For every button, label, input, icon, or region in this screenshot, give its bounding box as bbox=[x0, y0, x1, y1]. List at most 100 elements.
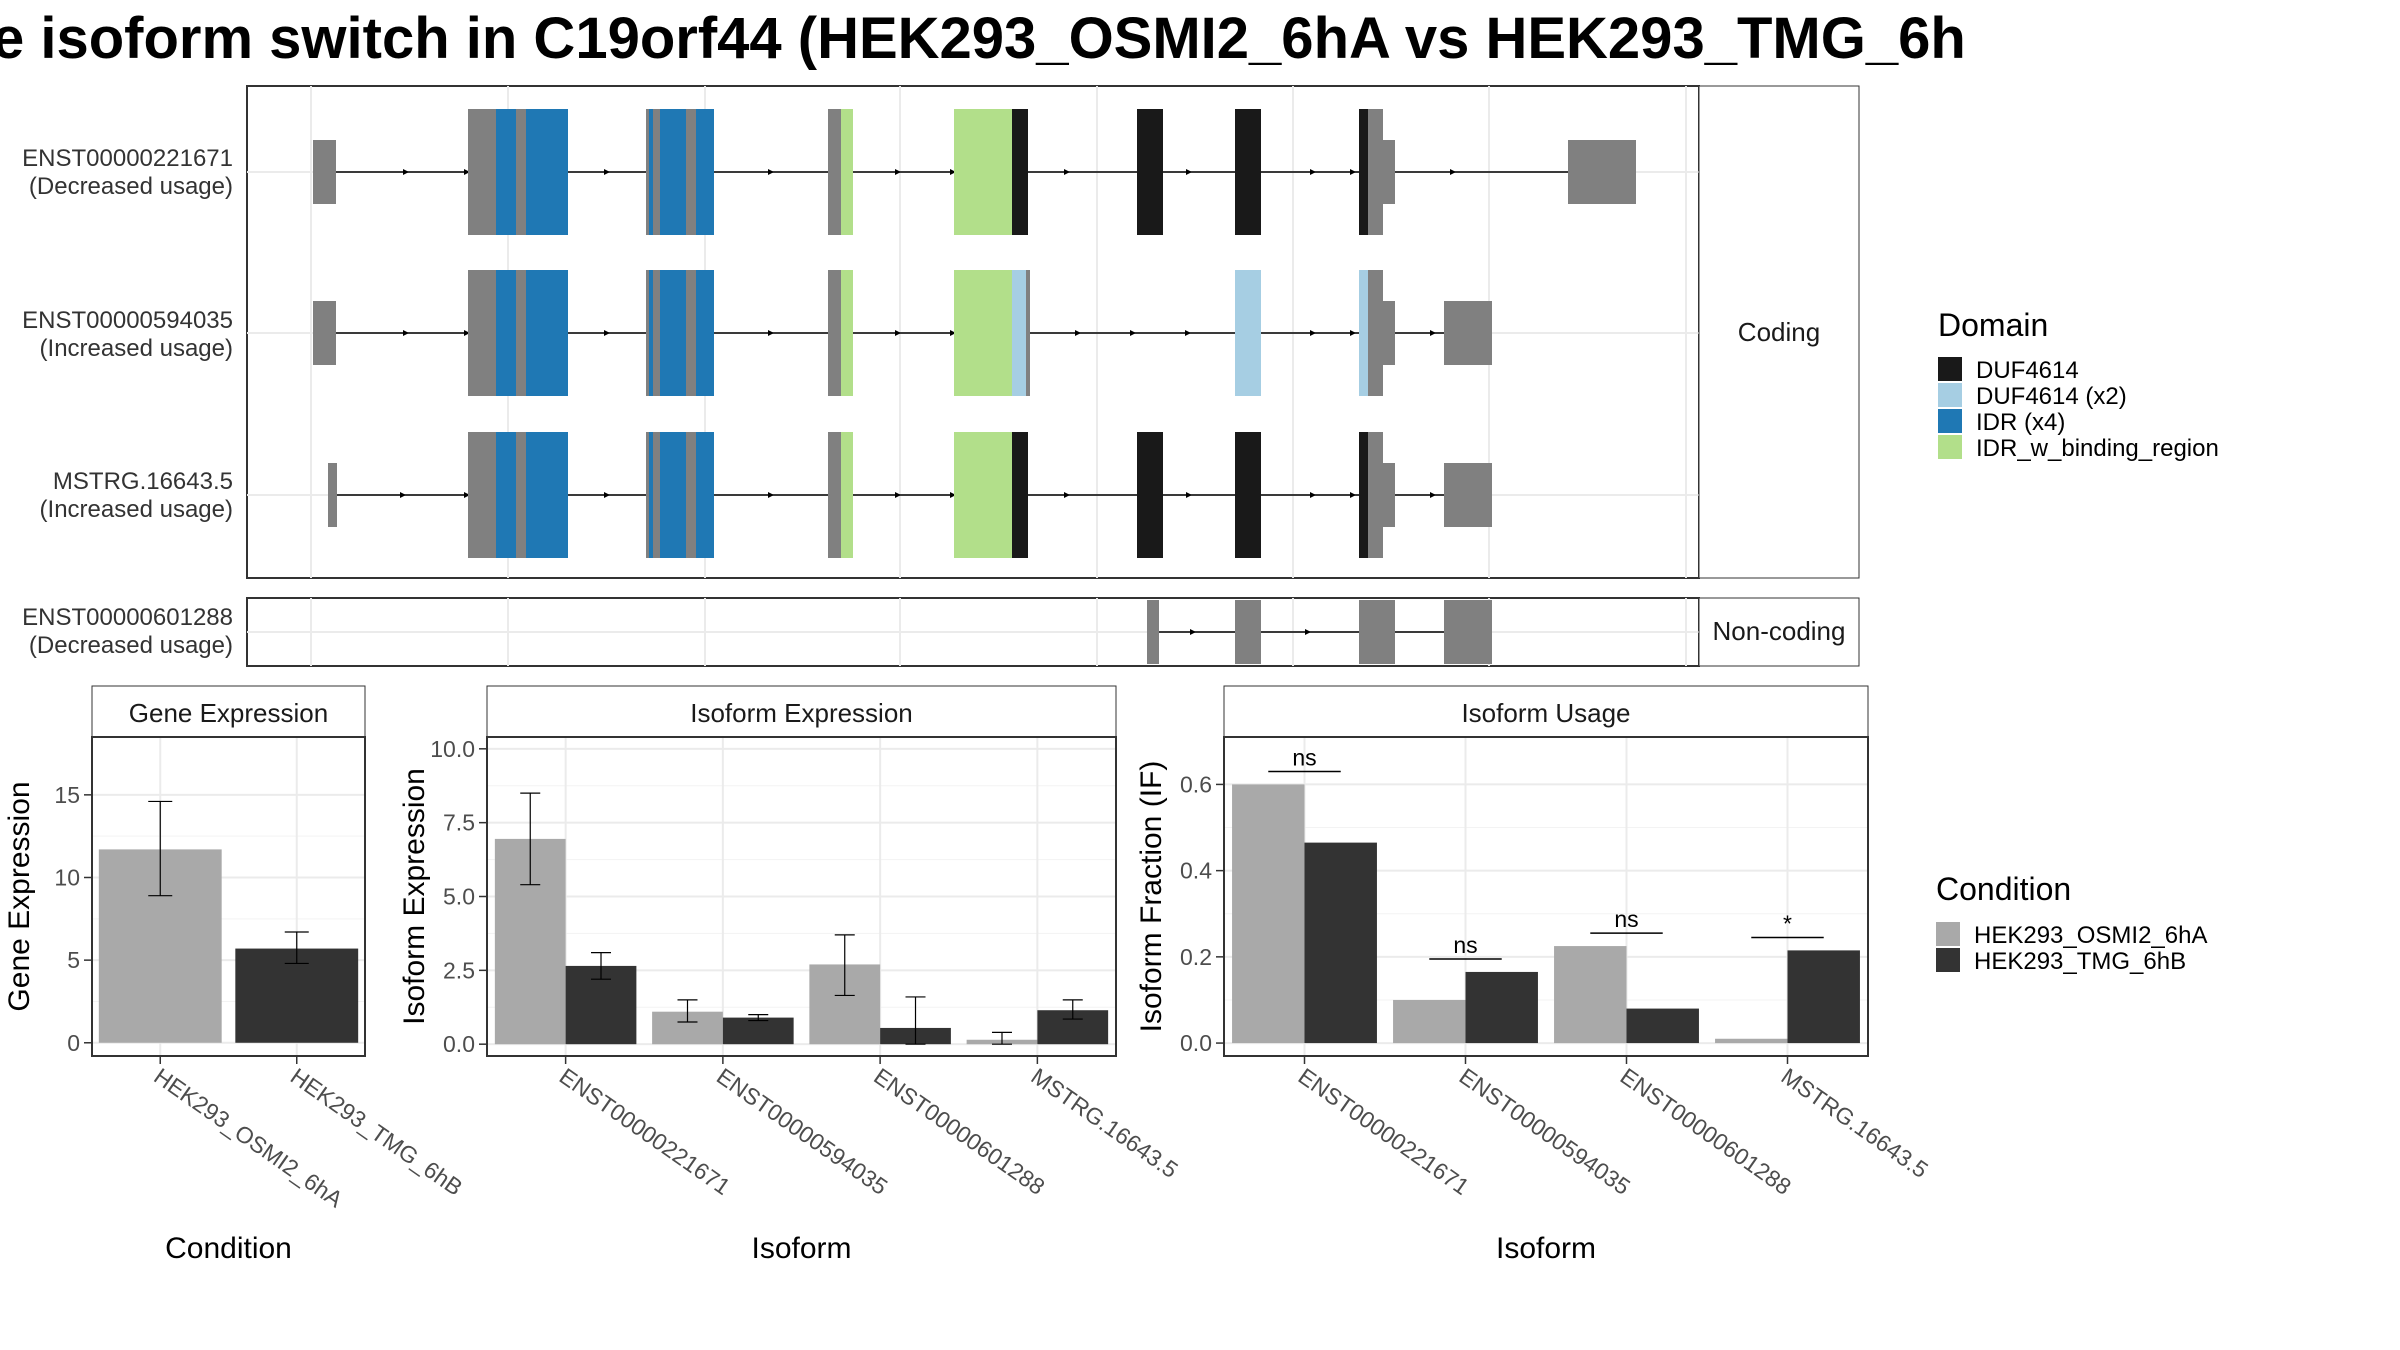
legend-label: HEK293_OSMI2_6hA bbox=[1974, 922, 2207, 949]
domain-duf4614-x2 bbox=[1012, 270, 1026, 396]
domain-idr-binding bbox=[841, 270, 853, 396]
domain-idr-binding bbox=[954, 270, 1012, 396]
domain-legend-title: Domain bbox=[1938, 307, 2048, 343]
exon bbox=[1359, 600, 1395, 664]
legend-swatch bbox=[1936, 922, 1960, 946]
exon bbox=[313, 301, 336, 365]
domain-idr bbox=[526, 432, 568, 558]
significance-label: ns bbox=[1614, 906, 1638, 932]
panel-frame bbox=[1223, 736, 1869, 1057]
x-tick-label: ENST00000221671 bbox=[1294, 1063, 1474, 1200]
bar bbox=[1393, 999, 1466, 1044]
coding-strip bbox=[1698, 85, 1860, 579]
significance-label: * bbox=[1783, 910, 1792, 936]
domain-duf4614 bbox=[1137, 432, 1163, 558]
domain-idr bbox=[696, 432, 714, 558]
bar bbox=[235, 948, 359, 1043]
exon bbox=[1444, 600, 1492, 664]
x-tick-label: ENST00000594035 bbox=[1455, 1063, 1635, 1200]
isoform-id: MSTRG.16643.5 bbox=[53, 468, 233, 495]
domain-idr-binding bbox=[954, 432, 1012, 558]
legend-swatch bbox=[1938, 357, 1962, 381]
x-tick-label: MSTRG.16643.5 bbox=[1027, 1063, 1183, 1183]
y-tick-label: 10.0 bbox=[430, 736, 475, 762]
panel-title: Isoform Usage bbox=[1461, 698, 1630, 728]
legend-swatch bbox=[1938, 383, 1962, 407]
isoform-usage: (Decreased usage) bbox=[29, 173, 233, 200]
domain-duf4614 bbox=[1012, 432, 1028, 558]
transcript-panel-coding: Coding ENST00000221671 (Decreased usage)… bbox=[22, 85, 1860, 579]
condition-legend-title: Condition bbox=[1936, 871, 2071, 907]
legend-swatch bbox=[1938, 409, 1962, 433]
x-axis-title: Isoform bbox=[751, 1232, 851, 1265]
bar bbox=[1715, 1038, 1788, 1044]
legend-swatch bbox=[1936, 948, 1960, 972]
x-tick-label: ENST00000601288 bbox=[869, 1063, 1049, 1200]
domain-duf4614 bbox=[1235, 432, 1261, 558]
domain-duf4614 bbox=[1137, 109, 1163, 235]
panel-title: Gene Expression bbox=[129, 698, 328, 728]
noncoding-strip-label: Non-coding bbox=[1713, 616, 1846, 646]
exon bbox=[1383, 463, 1395, 527]
y-tick-label: 5 bbox=[67, 947, 80, 973]
domain-idr bbox=[496, 270, 516, 396]
gene-expression-chart: Gene Expression051015HEK293_OSMI2_6hAHEK… bbox=[3, 685, 467, 1265]
domain-idr-binding bbox=[841, 109, 853, 235]
isoform-usage-chart: Isoform Usage ns ns ns * 0.0 0.2 0.4 0.6 ENST0000… bbox=[1135, 685, 1933, 1265]
exon bbox=[1568, 140, 1636, 204]
y-tick-label: 7.5 bbox=[443, 810, 475, 836]
x-tick-label: ENST00000601288 bbox=[1616, 1063, 1796, 1200]
domain-legend-item: IDR (x4) bbox=[1938, 409, 2065, 436]
domain-idr bbox=[649, 109, 653, 235]
y-tick-label: 0.0 bbox=[443, 1031, 475, 1057]
domain-legend: Domain DUF4614 DUF4614 (x2) IDR (x4) IDR… bbox=[1938, 307, 2219, 462]
y-axis-title: Isoform Expression bbox=[398, 768, 431, 1025]
domain-idr bbox=[696, 270, 714, 396]
figure-title: e isoform switch in C19orf44 (HEK293_OSM… bbox=[0, 6, 1966, 71]
exon bbox=[1444, 463, 1492, 527]
bar bbox=[1465, 971, 1538, 1044]
y-tick-label: 0.2 bbox=[1180, 944, 1212, 970]
x-tick-label: ENST00000594035 bbox=[712, 1063, 892, 1200]
exon bbox=[328, 463, 337, 527]
domain-idr bbox=[660, 432, 686, 558]
panel-title: Isoform Expression bbox=[690, 698, 913, 728]
y-tick-label: 10 bbox=[54, 864, 80, 890]
y-tick-label: 0.4 bbox=[1180, 858, 1212, 884]
domain-duf4614 bbox=[1235, 109, 1261, 235]
domain-idr bbox=[649, 432, 653, 558]
domain-duf4614 bbox=[1012, 109, 1028, 235]
isoform-label-enst221671: ENST00000221671 (Decreased usage) bbox=[22, 145, 233, 200]
x-axis-title: Condition bbox=[165, 1232, 292, 1265]
domain-legend-item: DUF4614 (x2) bbox=[1938, 383, 2127, 410]
intron-arrows bbox=[403, 330, 1436, 336]
isoform-usage: (Increased usage) bbox=[40, 496, 233, 523]
domain-duf4614 bbox=[1359, 432, 1368, 558]
legend-label: IDR_w_binding_region bbox=[1976, 435, 2219, 462]
y-tick-label: 0.6 bbox=[1180, 771, 1212, 797]
isoform-label-mstrg: MSTRG.16643.5 (Increased usage) bbox=[40, 468, 233, 523]
transcript-row-mstrg bbox=[328, 432, 1492, 558]
legend-label: IDR (x4) bbox=[1976, 409, 2065, 436]
transcript-row-enst594035 bbox=[313, 270, 1492, 396]
exon bbox=[1444, 301, 1492, 365]
domain-duf4614-x2 bbox=[1359, 270, 1368, 396]
domain-idr bbox=[526, 270, 568, 396]
exon bbox=[313, 140, 336, 204]
x-tick-label: MSTRG.16643.5 bbox=[1777, 1063, 1933, 1183]
significance-label: ns bbox=[1292, 744, 1316, 770]
isoform-label-enst594035: ENST00000594035 (Increased usage) bbox=[22, 307, 233, 362]
legend-label: HEK293_TMG_6hB bbox=[1974, 948, 2186, 975]
condition-legend-item: HEK293_TMG_6hB bbox=[1936, 948, 2186, 975]
isoform-usage: (Decreased usage) bbox=[29, 632, 233, 659]
exon bbox=[1235, 600, 1261, 664]
domain-duf4614-x2 bbox=[1235, 270, 1261, 396]
domain-idr bbox=[660, 109, 686, 235]
domain-idr-binding bbox=[841, 432, 853, 558]
transcript-row-enst601288 bbox=[1147, 600, 1492, 664]
x-tick-label: ENST00000221671 bbox=[555, 1063, 735, 1200]
legend-label: DUF4614 bbox=[1976, 357, 2079, 384]
bar bbox=[1232, 784, 1305, 1044]
domain-idr bbox=[496, 432, 516, 558]
